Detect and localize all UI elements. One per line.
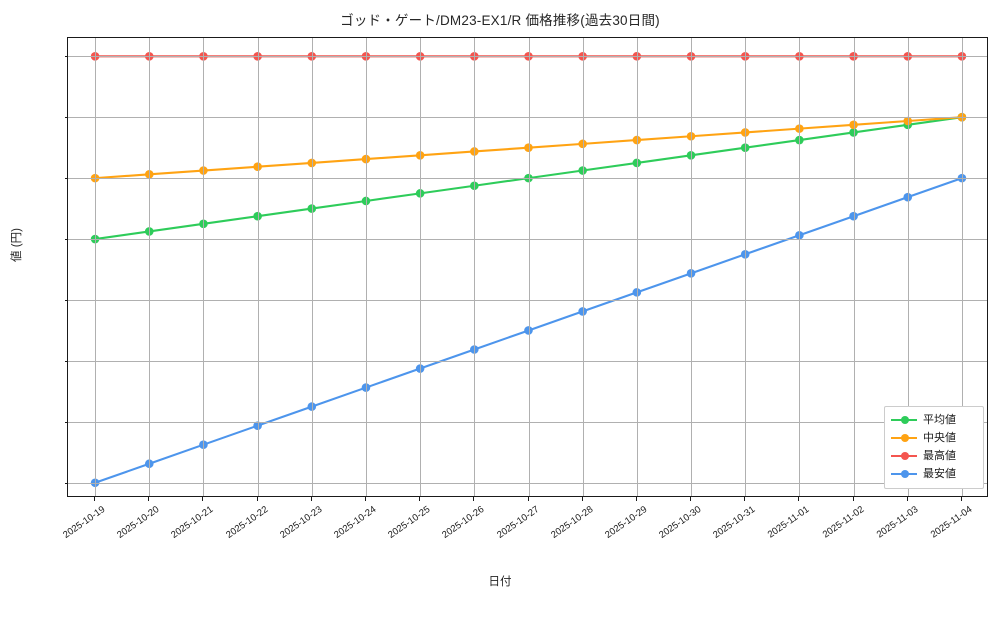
y-gridline	[68, 299, 987, 301]
y-tick-mark	[64, 299, 68, 301]
legend-label: 中央値	[923, 432, 956, 444]
y-gridline	[68, 482, 987, 484]
x-tick-mark	[310, 497, 312, 501]
x-tick-mark	[202, 497, 204, 501]
x-tick-mark	[364, 497, 366, 501]
x-tick-mark	[852, 497, 854, 501]
x-tick-mark	[527, 497, 529, 501]
x-gridline	[257, 38, 259, 496]
x-gridline	[745, 38, 747, 496]
y-gridline	[68, 117, 987, 119]
y-gridline	[68, 360, 987, 362]
legend-item-1[interactable]: 中央値	[891, 429, 977, 447]
legend-swatch-icon	[891, 450, 917, 462]
x-tick-mark	[744, 497, 746, 501]
x-tick-mark	[798, 497, 800, 501]
x-gridline	[95, 38, 97, 496]
x-gridline	[799, 38, 801, 496]
x-gridline	[149, 38, 151, 496]
y-axis-title: 値 (円)	[11, 228, 23, 262]
y-tick-mark	[64, 360, 68, 362]
legend-item-2[interactable]: 最高値	[891, 447, 977, 465]
y-gridline	[68, 56, 987, 58]
x-tick-mark	[256, 497, 258, 501]
x-tick-mark	[419, 497, 421, 501]
x-gridline	[365, 38, 367, 496]
y-tick-mark	[64, 239, 68, 241]
plot-area	[64, 37, 988, 497]
y-gridline	[68, 421, 987, 423]
x-gridline	[474, 38, 476, 496]
legend-swatch-icon	[891, 414, 917, 426]
x-tick-mark	[473, 497, 475, 501]
x-gridline	[907, 38, 909, 496]
y-tick-mark	[64, 421, 68, 423]
y-gridline	[68, 178, 987, 180]
legend-label: 最安値	[923, 468, 956, 480]
chart-title: ゴッド・ゲート/DM23-EX1/R 価格推移(過去30日間)	[340, 13, 660, 28]
legend-item-0[interactable]: 平均値	[891, 411, 977, 429]
x-tick-mark	[94, 497, 96, 501]
legend-item-3[interactable]: 最安値	[891, 465, 977, 483]
chart-legend: 平均値中央値最高値最安値	[884, 406, 984, 489]
x-tick-mark	[960, 497, 962, 501]
x-gridline	[636, 38, 638, 496]
y-gridline	[68, 239, 987, 241]
price-history-chart-figure: ゴッド・ゲート/DM23-EX1/R 価格推移(過去30日間) 値 (円) 日付…	[11, 13, 988, 588]
x-gridline	[420, 38, 422, 496]
x-tick-mark	[148, 497, 150, 501]
legend-swatch-icon	[891, 432, 917, 444]
x-gridline	[691, 38, 693, 496]
x-tick-mark	[906, 497, 908, 501]
x-gridline	[528, 38, 530, 496]
y-tick-mark	[64, 482, 68, 484]
y-tick-mark	[64, 56, 68, 58]
legend-label: 平均値	[923, 414, 956, 426]
x-gridline	[582, 38, 584, 496]
x-gridline	[961, 38, 963, 496]
x-tick-mark	[581, 497, 583, 501]
y-tick-mark	[64, 178, 68, 180]
x-axis-title: 日付	[488, 576, 512, 588]
legend-label: 最高値	[923, 450, 956, 462]
x-tick-mark	[635, 497, 637, 501]
x-gridline	[853, 38, 855, 496]
x-gridline	[311, 38, 313, 496]
y-tick-mark	[64, 117, 68, 119]
x-tick-mark	[690, 497, 692, 501]
legend-swatch-icon	[891, 468, 917, 480]
x-gridline	[203, 38, 205, 496]
